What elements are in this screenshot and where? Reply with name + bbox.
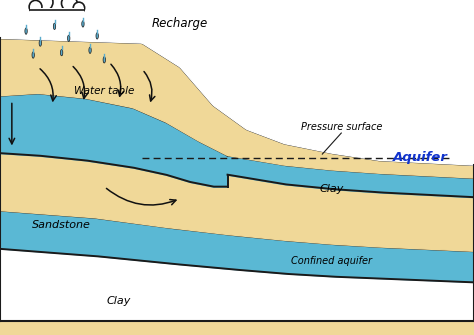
Text: Confined aquifer: Confined aquifer — [292, 256, 372, 266]
Ellipse shape — [25, 28, 27, 34]
Ellipse shape — [39, 40, 42, 46]
Text: Sandstone: Sandstone — [32, 220, 91, 230]
Text: Recharge: Recharge — [152, 17, 208, 30]
Text: Pressure surface: Pressure surface — [301, 122, 382, 132]
Ellipse shape — [89, 47, 91, 53]
Text: Aquifer: Aquifer — [393, 151, 448, 164]
Ellipse shape — [82, 21, 84, 27]
Circle shape — [29, 0, 42, 13]
Ellipse shape — [61, 50, 63, 56]
Circle shape — [36, 0, 53, 11]
Circle shape — [62, 0, 77, 11]
Circle shape — [46, 0, 68, 10]
Ellipse shape — [67, 35, 70, 42]
Ellipse shape — [54, 23, 56, 29]
FancyBboxPatch shape — [30, 8, 83, 15]
Ellipse shape — [32, 52, 35, 58]
Ellipse shape — [103, 57, 106, 63]
Text: Clay: Clay — [106, 295, 131, 306]
Circle shape — [73, 2, 84, 14]
Ellipse shape — [96, 33, 99, 39]
Text: Clay: Clay — [319, 184, 344, 194]
Text: Water table: Water table — [74, 86, 135, 96]
